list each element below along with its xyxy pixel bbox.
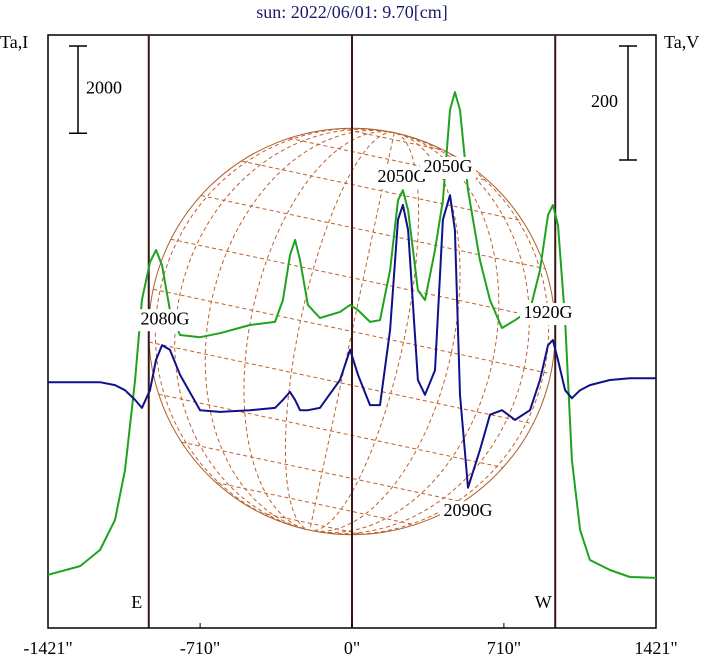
series-line [48, 194, 656, 489]
annotation: 1920G [523, 302, 572, 322]
x-tick-label: 1421" [634, 638, 677, 658]
x-tick-label: -1421" [23, 638, 72, 658]
series-line [47, 91, 657, 579]
y2-axis-label: Ta,V [664, 32, 699, 52]
annotation-bg [420, 156, 477, 179]
parallel [181, 441, 463, 503]
annotation: 2050G [424, 156, 473, 176]
parallel [241, 160, 523, 222]
annotation: 2050G [378, 166, 427, 186]
scale-label: 2000 [86, 78, 122, 98]
marker-label: W [535, 592, 552, 612]
annotation-bg [374, 167, 431, 190]
parallel [215, 482, 415, 526]
parallel [341, 128, 445, 151]
annotation-bg [519, 303, 576, 326]
x-tick-label: -710" [180, 638, 220, 658]
annotation: 2090G [443, 500, 492, 520]
annotation: 2080G [141, 308, 190, 328]
parallel [259, 512, 363, 535]
parallel [170, 238, 556, 322]
x-tick-label: 0" [344, 638, 360, 658]
x-tick-label: 710" [487, 638, 521, 658]
parallel [158, 393, 504, 468]
annotation-bg [137, 309, 194, 332]
y-axis-label: Ta,I [0, 32, 28, 52]
scale-label: 200 [591, 91, 618, 111]
chart-title: sun: 2022/06/01: 9.70[cm] [256, 2, 448, 22]
parallel [148, 341, 534, 425]
parallel [200, 195, 546, 270]
marker-label: E [131, 592, 142, 612]
annotation-bg [439, 501, 496, 524]
